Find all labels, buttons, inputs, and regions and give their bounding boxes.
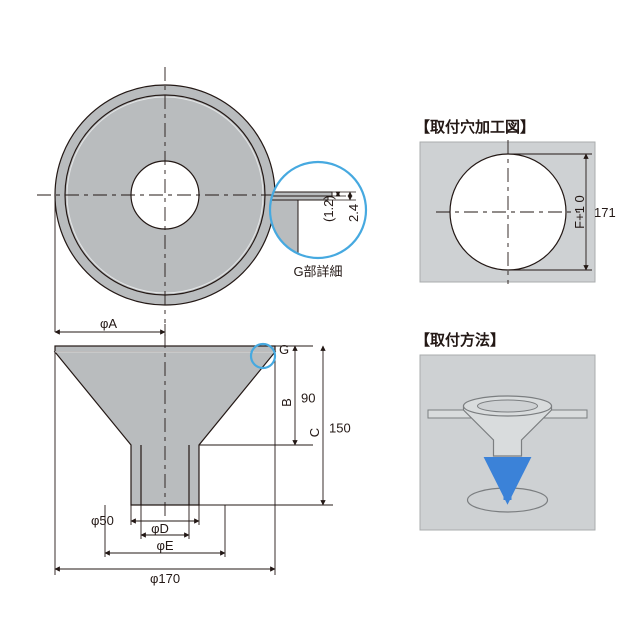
label-150: 150 — [329, 421, 351, 436]
label-phiA: φA — [100, 316, 117, 331]
label-C: C — [307, 428, 322, 437]
heading-method: 【取付方法】 — [415, 331, 505, 349]
g-detail-contents: (1.2) 2.4 — [264, 162, 366, 258]
label-phi170: φ170 — [150, 571, 180, 586]
label-2-4: 2.4 — [346, 204, 361, 222]
label-171: 171 — [594, 205, 616, 220]
label-phiD: φD — [151, 521, 169, 536]
label-90: 90 — [301, 391, 315, 406]
label-1-2: (1.2) — [321, 195, 336, 222]
label-phi50: φ50 — [91, 513, 114, 528]
label-G: G — [279, 342, 289, 357]
label-F-tol: F+1 0 — [572, 195, 587, 229]
label-B: B — [279, 398, 294, 407]
label-phiE: φE — [156, 538, 173, 553]
heading-hole: 【取付穴加工図】 — [415, 118, 535, 136]
label-G-detail: G部詳細 — [293, 264, 342, 279]
